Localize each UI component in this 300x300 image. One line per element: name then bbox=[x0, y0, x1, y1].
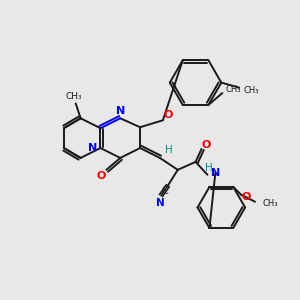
Text: N: N bbox=[211, 168, 220, 178]
Text: CH₃: CH₃ bbox=[263, 199, 278, 208]
Text: N: N bbox=[155, 197, 164, 208]
Text: O: O bbox=[242, 192, 251, 202]
Text: O: O bbox=[97, 171, 106, 181]
Text: N: N bbox=[116, 106, 125, 116]
Text: CH₃: CH₃ bbox=[243, 86, 259, 95]
Text: O: O bbox=[163, 110, 172, 120]
Text: H: H bbox=[165, 145, 173, 155]
Text: CH₃: CH₃ bbox=[65, 92, 82, 101]
Text: O: O bbox=[202, 140, 211, 150]
Text: N: N bbox=[88, 143, 97, 153]
Text: H: H bbox=[205, 163, 212, 173]
Text: CH₃: CH₃ bbox=[225, 85, 241, 94]
Text: C: C bbox=[161, 186, 168, 196]
